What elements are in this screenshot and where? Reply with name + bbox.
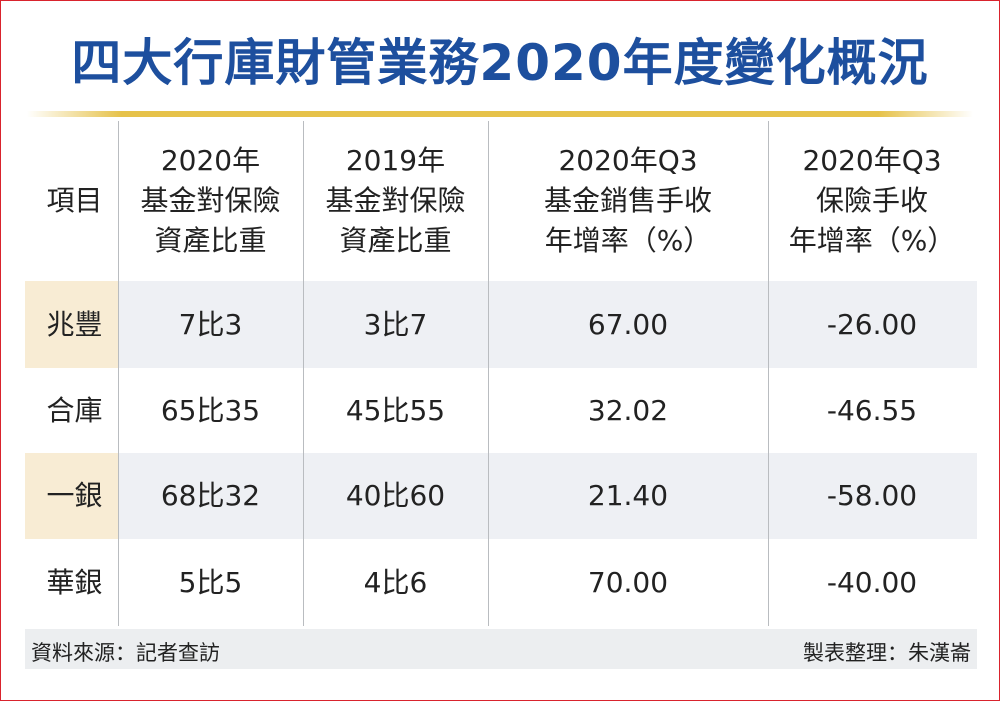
header-cell: 項目	[31, 121, 118, 281]
header-cell: 2020年Q3 保險手收年增率（%）	[768, 121, 976, 281]
row-label: 兆豐	[46, 307, 103, 341]
table-cell: 40比60	[345, 479, 446, 512]
table-cell: 65比35	[160, 393, 261, 427]
header-cell: 2020年基金對保險資產比重	[118, 121, 303, 281]
column-divider	[488, 121, 489, 626]
header-line: 年增率（%）	[788, 224, 956, 257]
table-cell: 68比32	[160, 479, 261, 512]
header-cell: 2020年Q3 基金銷售手收 年增率（%）	[488, 121, 768, 281]
header-line: 年增率（%）	[544, 224, 712, 257]
title: 四大行庫財管業務2020年度變化概況	[71, 34, 929, 92]
header-line: 資產比重	[154, 224, 267, 257]
header-line: 資產比重	[339, 224, 452, 257]
row-label: 華銀	[46, 565, 103, 599]
table-cell: 32.02	[587, 393, 669, 427]
table-cell: 21.40	[587, 479, 669, 512]
row-shade-label	[25, 453, 118, 539]
table-cell: -26.00	[826, 307, 918, 341]
table-cell: -58.00	[826, 479, 918, 512]
column-divider	[303, 121, 304, 626]
table-cell: -40.00	[826, 565, 918, 599]
table-cell: 7比3	[178, 307, 243, 341]
footer: 資料來源：記者查訪 製表整理：朱漢崙	[25, 629, 977, 669]
source: 資料來源：記者查訪	[31, 641, 220, 665]
table-cell: -46.55	[826, 393, 918, 427]
table-cell: 4比6	[363, 565, 428, 599]
table-cell: 67.00	[587, 307, 669, 341]
header-line: 2020年Q3	[558, 144, 698, 177]
header-line: 基金對保險	[140, 184, 281, 217]
table-cell: 45比55	[345, 393, 446, 427]
row-shade	[118, 281, 977, 368]
table-cell: 5比5	[178, 565, 243, 599]
header-line: 基金對保險	[325, 184, 466, 217]
column-divider	[118, 121, 119, 626]
header-line: 項目	[46, 184, 103, 217]
row-label: 一銀	[46, 479, 103, 512]
table-cell: 3比7	[363, 307, 428, 341]
credit: 製表整理：朱漢崙	[803, 641, 971, 665]
table-cell: 70.00	[587, 565, 669, 599]
header-line: 2020年	[160, 144, 261, 177]
header-line: 2020年Q3	[802, 144, 942, 177]
row-label: 合庫	[46, 393, 103, 427]
header-cell: 2019年基金對保險資產比重	[303, 121, 488, 281]
header-line: 保險手收	[815, 184, 928, 217]
title-rule	[27, 111, 973, 117]
header-line: 2019年	[345, 144, 446, 177]
row-shade-label	[25, 281, 118, 368]
row-shade	[118, 453, 977, 539]
column-divider	[768, 121, 769, 626]
header-line: 基金銷售手收	[543, 184, 712, 217]
